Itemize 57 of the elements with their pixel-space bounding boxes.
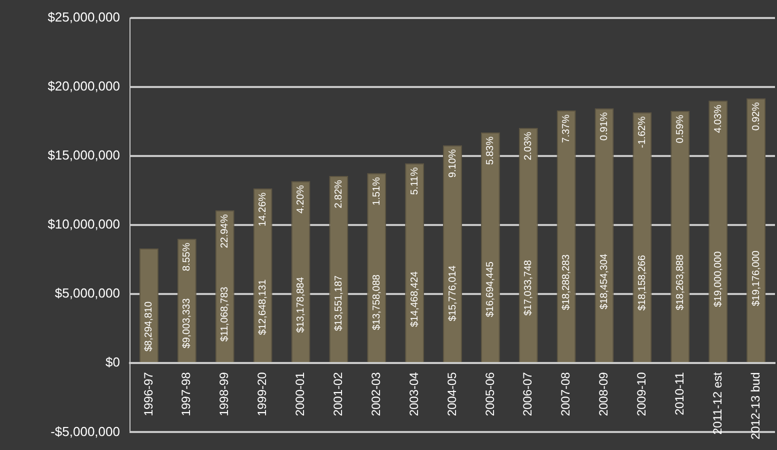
data-label: $13,178,884 [295, 276, 306, 333]
annotation: 1.51% [371, 176, 382, 206]
x-tick-label: 2011-12 est [710, 371, 724, 435]
annotation: 2.03% [523, 132, 534, 160]
annotation: 0.59% [674, 114, 686, 144]
y-tick-label: -$5,000,000 [50, 424, 120, 439]
x-tick-label: 2005-06 [482, 372, 497, 416]
x-tick-label: 2012-13 bud [748, 372, 762, 440]
x-tick-label: 2008-09 [596, 372, 611, 416]
x-tick-label: 1998-99 [217, 372, 232, 416]
x-tick-label: 2010-11 [672, 372, 686, 416]
annotation: 9.10% [447, 149, 458, 178]
x-tick-label: 1996-97 [141, 372, 156, 416]
y-tick-label: $20,000,000 [48, 78, 120, 94]
x-tick-label: 2002-03 [368, 372, 383, 416]
x-tick-label: 1997-98 [179, 372, 194, 416]
data-label: $18,288,283 [561, 254, 572, 310]
x-tick-label: 2007-08 [558, 372, 573, 416]
data-label: $13,758,088 [371, 274, 382, 330]
annotation: 4.03% [712, 104, 724, 134]
data-label: $12,648,131 [258, 278, 269, 336]
y-tick-label: $25,000,000 [48, 9, 120, 24]
annotation: 0.91% [599, 112, 610, 141]
annotation: 22.94% [220, 214, 231, 248]
x-tick-label: 2009-10 [634, 372, 649, 416]
x-tick-label: 2006-07 [520, 372, 535, 416]
data-label: $18,263,888 [674, 254, 686, 310]
annotation: 5.83% [485, 136, 496, 165]
data-label: $18,158,266 [636, 254, 648, 311]
y-tick-label: $10,000,000 [48, 216, 120, 232]
annotation: 7.37% [561, 114, 572, 143]
x-tick-label: 2000-01 [293, 372, 308, 416]
data-label: $9,003,333 [182, 298, 193, 348]
annotation: 14.26% [258, 192, 269, 226]
data-label: $18,454,304 [599, 253, 610, 310]
x-tick-label: 1999-20 [255, 372, 270, 416]
x-tick-label: 2004-05 [444, 372, 459, 416]
x-tick-label: 2003-04 [406, 372, 421, 416]
data-label: $14,468,424 [409, 270, 420, 327]
data-label: $19,176,000 [750, 250, 762, 306]
annotation: -1.62% [636, 116, 648, 148]
data-label: $8,294,810 [144, 301, 155, 352]
annotation: 8.55% [182, 242, 193, 272]
y-tick-label: $15,000,000 [48, 148, 120, 163]
y-tick-label: $0 [106, 354, 120, 370]
data-label: $11,068,783 [220, 286, 231, 342]
data-label: $16,694,445 [485, 261, 496, 318]
y-tick-label: $5,000,000 [54, 286, 120, 301]
annotation: 5.11% [409, 167, 420, 195]
data-label: $15,776,014 [447, 265, 458, 322]
x-tick-label: 2001-02 [330, 372, 345, 416]
annotation: 2.82% [333, 180, 344, 208]
data-label: $13,551,187 [333, 274, 344, 332]
data-label: $17,033,748 [523, 260, 534, 316]
data-label: $19,000,000 [712, 250, 724, 307]
annotation: 4.20% [295, 184, 306, 214]
annotation: 0.92% [750, 102, 762, 131]
